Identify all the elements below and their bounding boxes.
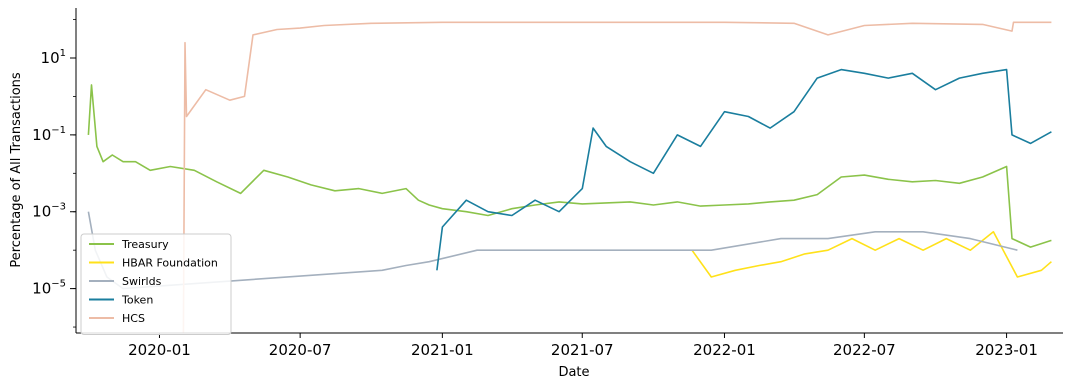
x-tick-label: 2022-07 [833,341,896,359]
legend: Treasury HBAR Foundation Swirlds Token HCS [80,233,232,335]
legend-label: HCS [122,312,145,325]
legend-label: Treasury [121,238,169,251]
legend-label: HBAR Foundation [122,257,218,270]
series-line-treasury [87,84,1052,248]
x-tick-label: 2020-01 [128,341,191,359]
series-line-hcs [182,21,1052,334]
legend-label: Swirlds [122,275,162,288]
x-tick-label: 2023-01 [975,341,1038,359]
legend-box [80,233,232,335]
x-tick-label: 2021-01 [411,341,474,359]
legend-label: Token [121,294,153,307]
x-tick-label: 2021-07 [551,341,614,359]
x-tick-label: 2022-01 [693,341,756,359]
y-axis-title: Percentage of All Transactions [9,72,24,268]
axes-layer: 2020-01 2020-07 2021-01 2021-07 2022-01 2022-… [32,8,1063,359]
x-tick-label: 2020-07 [269,341,332,359]
series-line-token [436,68,1052,271]
x-axis-title: Date [558,365,589,380]
